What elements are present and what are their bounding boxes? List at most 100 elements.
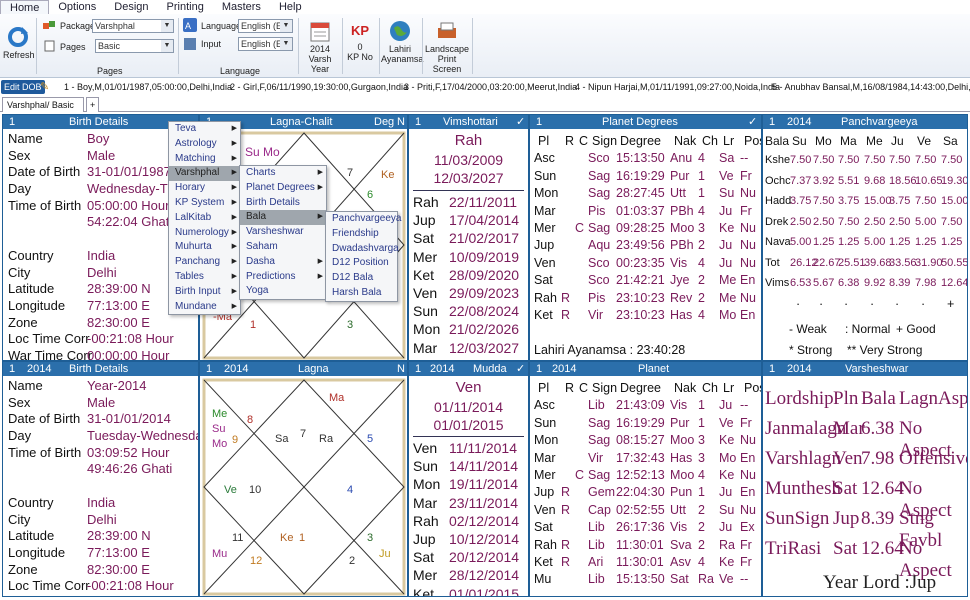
house-number: 9 [232,434,239,446]
panel-number[interactable]: 1 [415,363,422,375]
table-row: Sat Sco 21:42:21 Jye 2 Me En [530,272,761,289]
recent-item-4[interactable]: 4 - Nipun Harjai,M,01/11/1991,09:27:00,N… [575,82,780,92]
language-select[interactable]: English (E ▼ [238,19,293,33]
dasha-row[interactable]: Sun 14/11/2014 [409,457,528,475]
menu-item[interactable]: Dwadashvarga [326,242,399,257]
dasha-row[interactable]: Ket 01/01/2015 [409,585,528,597]
menu-item[interactable]: Charts ▶ [240,166,326,181]
dasha-row[interactable]: Sat 20/12/2014 [409,548,528,566]
menu-item[interactable]: Matching ▶ [169,152,240,167]
panel-number[interactable]: 1 [536,363,543,375]
menu-item[interactable]: Teva ▶ [169,122,240,137]
menu-item[interactable]: Birth Input ▶ [169,285,240,300]
menu-item[interactable]: Dasha ▶ [240,255,326,270]
panel-number[interactable]: 1 [9,363,16,375]
panel-number[interactable]: 1 [769,116,776,128]
menu-item[interactable]: KP System ▶ [169,196,240,211]
dasha-row[interactable]: Ven 11/11/2014 [409,439,528,457]
menu-help[interactable]: Help [278,1,302,13]
menu-item[interactable]: Panchang ▶ [169,255,240,270]
dasha-row[interactable]: Jup 17/04/2014 [409,211,528,229]
dasha-row[interactable]: Ket 28/09/2020 [409,266,528,284]
menu-item[interactable]: Yoga [240,284,326,299]
menu-masters[interactable]: Masters [221,1,261,13]
recent-item-2[interactable]: 2 - Girl,F,06/11/1990,19:30:00,Gurgaon,I… [230,82,408,92]
menu-item[interactable]: Bala ▶ [240,210,326,226]
panel-header: 1 2014 Varsheshwar [763,362,967,376]
dasha-row[interactable]: Jup 10/12/2014 [409,530,528,548]
panel-number[interactable]: 1 [9,116,16,128]
tab-varshphal-basic[interactable]: Varshphal/ Basic [2,97,84,112]
menu-printing[interactable]: Printing [166,1,204,13]
table-row: Mar Pis 01:03:37 PBh 4 Ju Fr [530,203,761,220]
menu-item[interactable]: Saham [240,240,326,255]
dasha-row[interactable]: Sat 21/02/2017 [409,229,528,247]
kp-no-button[interactable]: KP 0 KP No [344,20,376,62]
menu-item[interactable]: Tables ▶ [169,270,240,285]
panel-number[interactable]: 1 [769,363,776,375]
ayanamsa-button[interactable]: Lahiri Ayanamsa [381,20,423,64]
pencil-icon[interactable]: ✎ [40,81,50,93]
panel-number[interactable]: 1 [415,116,422,128]
recent-item-5[interactable]: 5 - Anubhav Bansal,M,16/08/1984,14:43:00… [772,82,970,92]
menu-item[interactable]: Varshphal ▶ [169,166,240,182]
varsh-year-label: Varsh Year [308,54,332,74]
check-icon[interactable]: ✓ [748,116,758,128]
panel-number[interactable]: 1 [536,116,543,128]
menu-item[interactable]: Planet Degrees ▶ [240,181,326,196]
menu-design[interactable]: Design [114,1,149,13]
recent-item-3[interactable]: 3 - Priti,F,17/04/2000,03:20:00,Meerut,I… [404,82,578,92]
menu-home[interactable]: Home [0,0,50,14]
dasha-row[interactable]: Mar 12/03/2027 [409,339,528,357]
table-cell: Sco [588,273,610,288]
dasha-row[interactable]: Mon 21/02/2026 [409,320,528,338]
dasha-row[interactable]: Sun 22/08/2024 [409,302,528,320]
menu-item[interactable]: Predictions ▶ [240,270,326,285]
check-icon[interactable]: ✓ [516,363,526,375]
varsh-year-button[interactable]: 2014 Varsh Year [300,20,340,74]
input-select[interactable]: English (E ▼ [238,37,293,51]
menu-item[interactable]: Astrology ▶ [169,137,240,152]
dasha-row[interactable]: Mar 23/11/2014 [409,494,528,512]
menu-item[interactable]: Numerology ▶ [169,226,240,241]
dasha-row[interactable]: Rah 22/11/2011 [409,193,528,211]
pages-select[interactable]: Basic ▼ [95,39,174,53]
refresh-button[interactable]: Refresh [3,26,35,60]
deg-toggle[interactable]: Deg [374,116,395,128]
menu-item[interactable]: Birth Details [240,196,326,211]
menu-item[interactable]: D12 Position [326,256,397,271]
dasha-row[interactable]: Ven 29/09/2023 [409,284,528,302]
dasha-row[interactable]: Rah 02/12/2014 [409,512,528,530]
menu-item[interactable]: Horary ▶ [169,181,240,196]
print-screen-button[interactable]: Landscape Print Screen [424,20,470,74]
menu-item[interactable]: Harsh Bala [326,286,397,301]
menu-item[interactable]: D12 Bala [326,271,397,286]
dasha-row[interactable]: Mer 10/09/2019 [409,248,528,266]
edit-dob-button[interactable]: Edit DOB [1,80,45,94]
menu-item[interactable]: Friendship [326,227,397,242]
table-cell: Lib [588,398,605,413]
menu-item[interactable]: Panchvargeeya [326,212,402,227]
table-cell: 21:42:21 [616,273,665,288]
table-cell: 11:30:01 [616,537,664,552]
add-tab-button[interactable]: + [86,97,99,112]
panel-number[interactable]: 1 [206,363,213,375]
dasha-row[interactable]: Mer 28/12/2014 [409,566,528,584]
dasha-row[interactable]: Mon 19/11/2014 [409,475,528,493]
kp-label: KP No [347,52,373,62]
menu-item-label: Bala [246,211,267,223]
chevron-right-icon: ▶ [317,257,323,265]
menu-item[interactable]: LalKitab ▶ [169,211,240,226]
north-toggle[interactable]: N [397,116,405,128]
table-cell: Sag [588,186,611,201]
menu-item[interactable]: Varsheshwar [240,225,326,240]
menu-item[interactable]: Muhurta ▶ [169,240,240,255]
menu-options[interactable]: Options [58,1,97,13]
recent-item-1[interactable]: 1 - Boy,M,01/01/1987,05:00:00,Delhi,Indi… [64,82,232,92]
check-icon[interactable]: ✓ [516,116,526,128]
menu-item[interactable]: Mundane ▶ [169,300,240,315]
detail-key: Latitude [8,528,55,544]
table-cell: Sag [588,433,611,448]
north-toggle[interactable]: N [397,363,405,375]
package-select[interactable]: Varshphal ▼ [92,19,174,33]
